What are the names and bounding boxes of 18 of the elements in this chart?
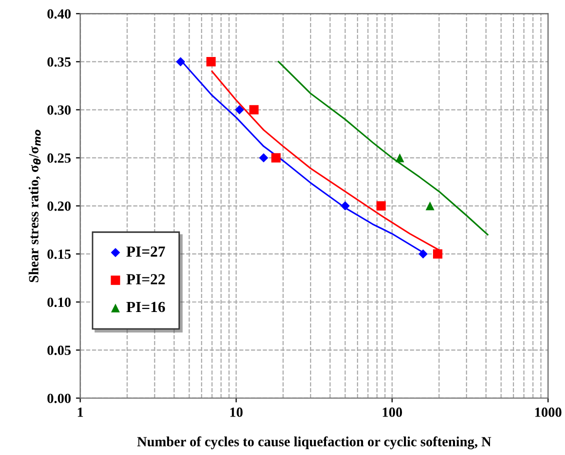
y-axis-title: Shear stress ratio, σ$_{θ}$/σ$_{mo}$ <box>28 130 41 282</box>
y-tick-label: 0.25 <box>47 153 71 163</box>
y-tick-label: 0.00 <box>47 394 71 404</box>
x-tick-label: 100 <box>382 408 402 417</box>
y-tick-label: 0.10 <box>47 298 71 308</box>
x-tick-label: 1 <box>78 408 83 417</box>
legend-label: PI=16 <box>126 302 165 312</box>
y-tick-label: 0.35 <box>47 57 71 67</box>
y-tick-label: 0.20 <box>47 201 71 211</box>
y-tick-label: 0.40 <box>47 9 71 19</box>
x-tick-label: 10 <box>230 408 243 417</box>
x-axis-title: Number of cycles to cause liquefaction or cyclic softening, N <box>137 436 492 450</box>
y-tick-label: 0.30 <box>47 105 71 115</box>
legend-label: PI=27 <box>126 246 166 257</box>
y-tick-label: 0.05 <box>47 346 71 356</box>
y-tick-label: 0.15 <box>47 250 71 259</box>
x-tick-label: 1000 <box>535 408 562 417</box>
legend-label: PI=22 <box>126 274 165 284</box>
